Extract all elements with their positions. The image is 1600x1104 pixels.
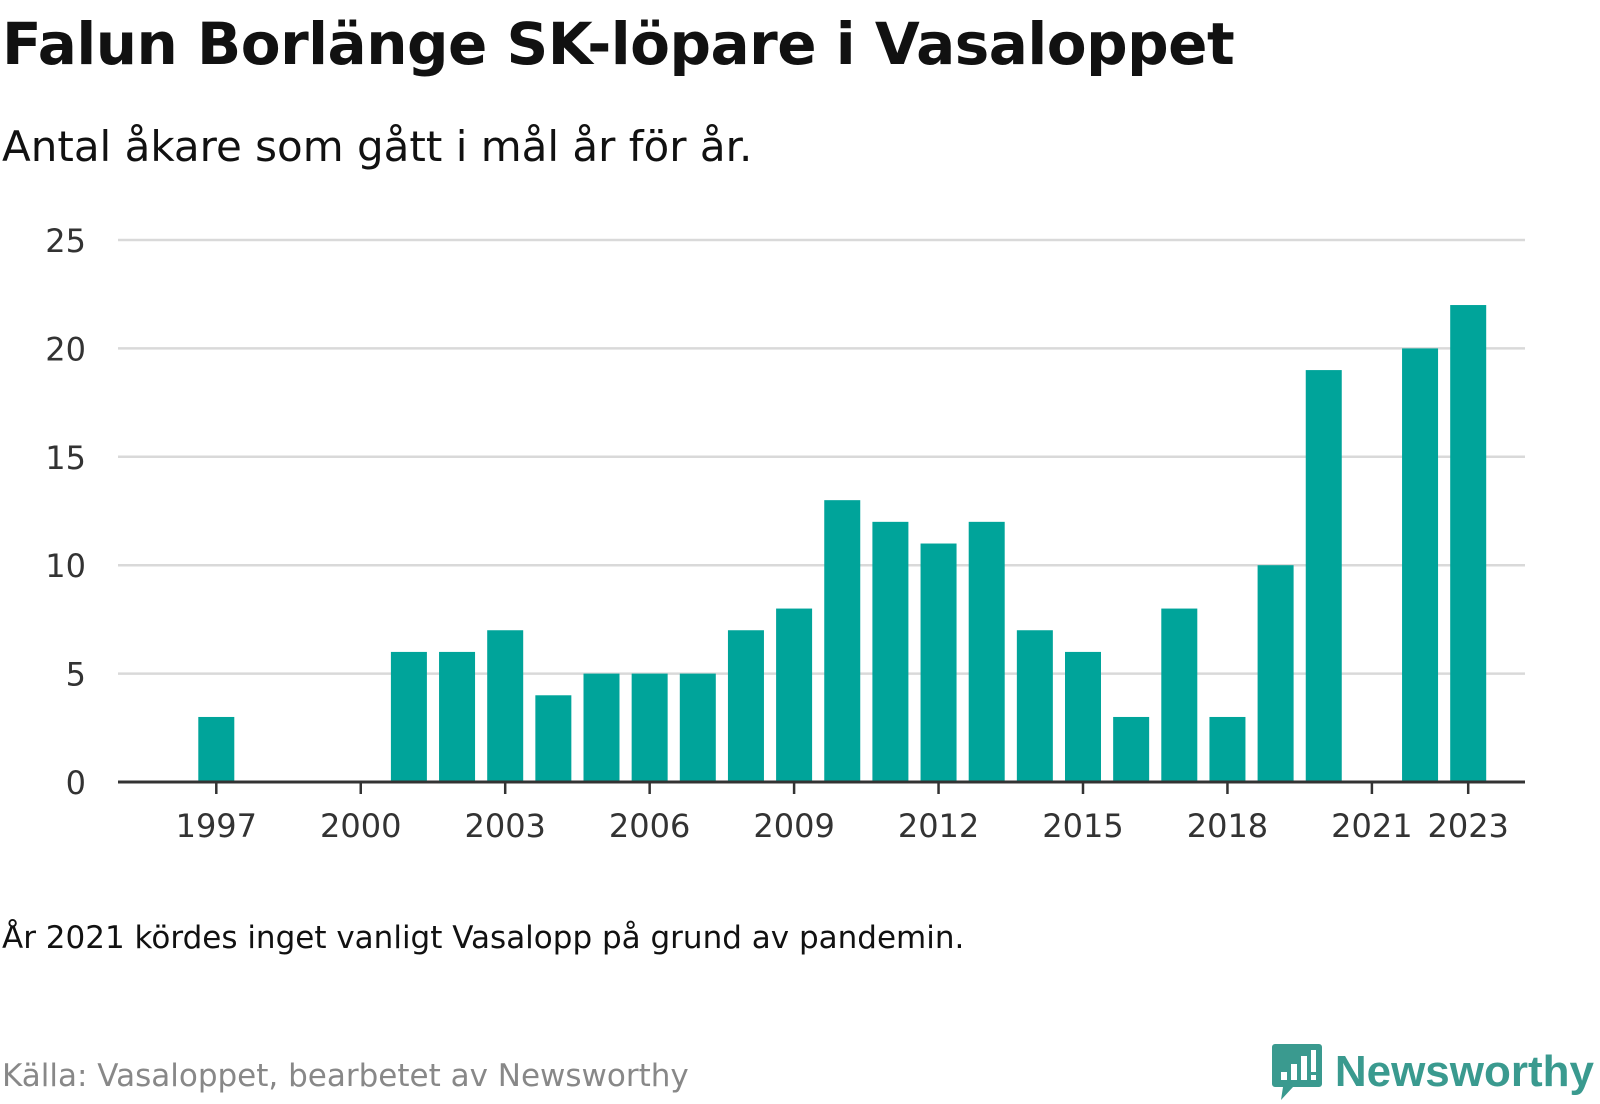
bar-2014 bbox=[1016, 630, 1053, 782]
bar-chart: 0 5 10 15 20 25 1997 2000 2003 2006 2009 2012 2015 2… bbox=[45, 222, 1525, 845]
chart-note: År 2021 kördes inget vanligt Vasalopp på… bbox=[2, 920, 965, 956]
x-tick-label: 2015 bbox=[1042, 807, 1123, 845]
y-tick-label: 10 bbox=[45, 547, 86, 585]
bar-2010 bbox=[824, 500, 861, 782]
x-tick-label: 2003 bbox=[464, 807, 545, 845]
y-tick-label: 0 bbox=[66, 764, 86, 802]
bar-2007 bbox=[679, 673, 716, 782]
bar-2023 bbox=[1450, 305, 1487, 782]
bar-2022 bbox=[1402, 348, 1439, 782]
newsworthy-logo-icon bbox=[1271, 1044, 1322, 1100]
x-axis-ticks: 1997 2000 2003 2006 2009 2012 2015 2018 2021 2023 bbox=[118, 780, 1525, 845]
bar-2001 bbox=[390, 651, 427, 782]
y-axis-ticks: 0 5 10 15 20 25 bbox=[45, 222, 86, 802]
brand-logo: Newsworthy bbox=[1271, 1040, 1594, 1104]
bar-2018 bbox=[1209, 716, 1246, 782]
x-tick-label: 1997 bbox=[176, 807, 257, 845]
bars bbox=[198, 305, 1487, 782]
y-tick-label: 20 bbox=[45, 330, 86, 368]
bar-2019 bbox=[1257, 565, 1294, 782]
y-tick-label: 15 bbox=[45, 439, 86, 477]
bar-2015 bbox=[1065, 651, 1101, 782]
bar-2002 bbox=[439, 651, 476, 782]
source-credit: Källa: Vasaloppet, bearbetet av Newswort… bbox=[2, 1058, 689, 1094]
bar-2005 bbox=[583, 673, 620, 782]
bar-1997 bbox=[198, 716, 235, 782]
bar-2012 bbox=[920, 543, 957, 782]
x-tick-label: 2006 bbox=[609, 807, 690, 845]
y-tick-label: 25 bbox=[45, 222, 86, 260]
bar-2011 bbox=[872, 521, 909, 782]
x-tick-label: 2021 bbox=[1331, 807, 1412, 845]
x-tick-label: 2012 bbox=[898, 807, 979, 845]
brand-name: Newsworthy bbox=[1334, 1047, 1594, 1096]
bar-2009 bbox=[776, 608, 813, 782]
bar-2017 bbox=[1161, 608, 1198, 782]
x-tick-label: 2009 bbox=[753, 807, 834, 845]
chart-title: Falun Borlänge SK-löpare i Vasaloppet bbox=[2, 10, 1235, 78]
bar-2004 bbox=[535, 695, 572, 782]
x-tick-label: 2023 bbox=[1427, 807, 1508, 845]
bar-2003 bbox=[487, 630, 524, 782]
chart-subtitle: Antal åkare som gått i mål år för år. bbox=[2, 122, 753, 171]
bar-2016 bbox=[1113, 716, 1150, 782]
y-tick-label: 5 bbox=[66, 656, 86, 694]
x-tick-label: 2000 bbox=[320, 807, 401, 845]
x-tick-label: 2018 bbox=[1187, 807, 1268, 845]
bar-2013 bbox=[968, 521, 1005, 782]
bar-2020 bbox=[1305, 370, 1342, 782]
bar-2006 bbox=[631, 673, 668, 782]
bar-2008 bbox=[727, 630, 764, 782]
